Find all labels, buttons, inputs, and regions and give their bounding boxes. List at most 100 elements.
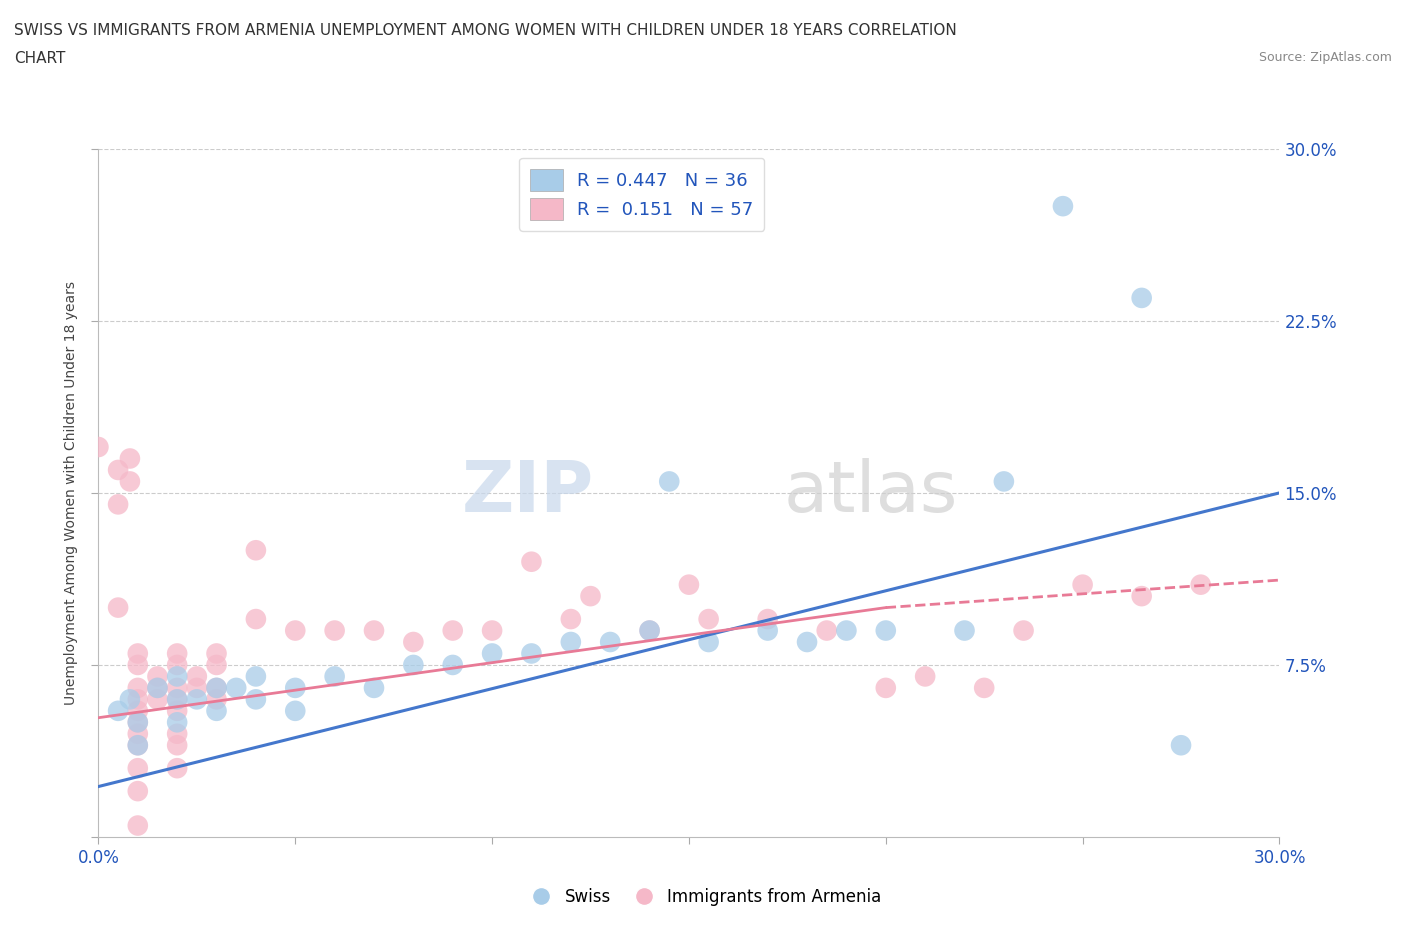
Point [481,646,503,661]
Point [815,623,838,638]
Point [166,703,188,718]
Point [127,692,149,707]
Point [875,681,897,696]
Point [520,646,543,661]
Point [284,623,307,638]
Text: atlas: atlas [783,458,957,527]
Point [205,681,228,696]
Point [363,623,385,638]
Point [441,658,464,672]
Point [638,623,661,638]
Point [166,726,188,741]
Point [560,612,582,627]
Point [756,623,779,638]
Point [118,474,141,489]
Point [146,681,169,696]
Legend: Swiss, Immigrants from Armenia: Swiss, Immigrants from Armenia [517,881,889,912]
Point [166,681,188,696]
Point [127,761,149,776]
Point [560,634,582,649]
Point [107,497,129,512]
Point [127,726,149,741]
Y-axis label: Unemployment Among Women with Children Under 18 years: Unemployment Among Women with Children U… [65,281,79,705]
Point [697,634,720,649]
Point [1189,578,1212,592]
Point [245,692,267,707]
Point [1130,589,1153,604]
Point [166,658,188,672]
Point [323,623,346,638]
Point [205,646,228,661]
Point [186,692,208,707]
Point [127,646,149,661]
Point [835,623,858,638]
Point [284,703,307,718]
Point [127,784,149,799]
Point [166,692,188,707]
Point [107,703,129,718]
Point [205,658,228,672]
Point [697,612,720,627]
Point [186,669,208,684]
Point [146,681,169,696]
Point [87,440,110,455]
Point [205,681,228,696]
Point [166,646,188,661]
Point [953,623,976,638]
Point [402,634,425,649]
Point [166,715,188,730]
Point [245,669,267,684]
Point [205,703,228,718]
Point [166,737,188,752]
Point [914,669,936,684]
Point [323,669,346,684]
Point [756,612,779,627]
Text: Source: ZipAtlas.com: Source: ZipAtlas.com [1258,51,1392,64]
Point [205,692,228,707]
Point [1170,737,1192,752]
Point [520,554,543,569]
Point [146,669,169,684]
Point [658,474,681,489]
Legend: R = 0.447   N = 36, R =  0.151   N = 57: R = 0.447 N = 36, R = 0.151 N = 57 [519,158,763,231]
Point [1130,290,1153,305]
Text: SWISS VS IMMIGRANTS FROM ARMENIA UNEMPLOYMENT AMONG WOMEN WITH CHILDREN UNDER 18: SWISS VS IMMIGRANTS FROM ARMENIA UNEMPLO… [14,23,957,38]
Point [245,543,267,558]
Point [127,737,149,752]
Point [1071,578,1094,592]
Point [1052,199,1074,214]
Point [107,462,129,477]
Point [127,737,149,752]
Point [166,669,188,684]
Point [973,681,995,696]
Point [363,681,385,696]
Point [993,474,1015,489]
Point [127,715,149,730]
Point [127,818,149,833]
Point [481,623,503,638]
Point [796,634,818,649]
Point [638,623,661,638]
Point [127,658,149,672]
Point [118,692,141,707]
Point [245,612,267,627]
Point [127,715,149,730]
Point [225,681,247,696]
Point [166,761,188,776]
Point [146,692,169,707]
Text: CHART: CHART [14,51,66,66]
Point [402,658,425,672]
Point [1012,623,1035,638]
Point [599,634,621,649]
Point [127,681,149,696]
Text: ZIP: ZIP [463,458,595,527]
Point [186,681,208,696]
Point [127,703,149,718]
Point [875,623,897,638]
Point [107,600,129,615]
Point [284,681,307,696]
Point [678,578,700,592]
Point [441,623,464,638]
Point [166,692,188,707]
Point [118,451,141,466]
